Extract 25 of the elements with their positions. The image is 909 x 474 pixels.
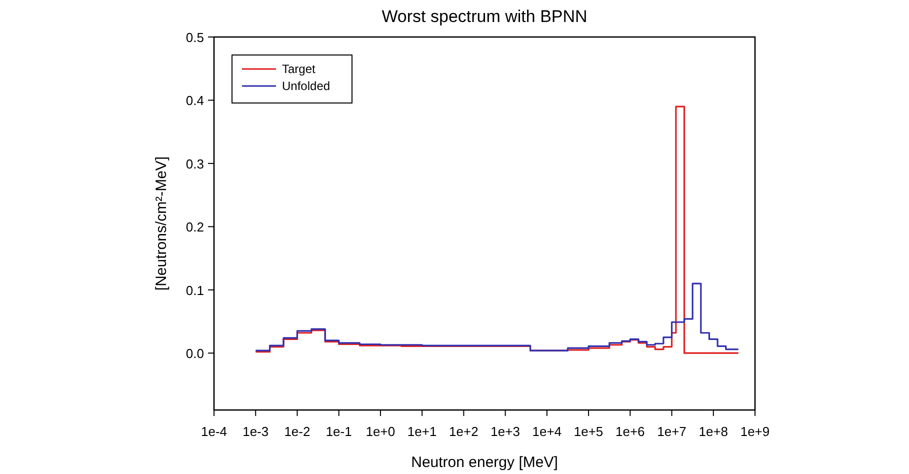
- x-axis-title: Neutron energy [MeV]: [411, 454, 558, 471]
- y-axis-title: [Neutrons/cm²-MeV]: [153, 156, 170, 291]
- x-tick-label: 1e+5: [574, 424, 604, 439]
- x-tick-label: 1e+8: [698, 424, 728, 439]
- legend-label: Target: [282, 62, 316, 76]
- chart-title: Worst spectrum with BPNN: [382, 7, 588, 26]
- x-tick-label: 1e+0: [366, 424, 396, 439]
- y-tick-label: 0.4: [186, 93, 204, 108]
- x-tick-label: 1e+3: [490, 424, 520, 439]
- legend-label: Unfolded: [282, 79, 330, 93]
- x-tick-label: 1e+9: [740, 424, 770, 439]
- y-tick-label: 0.5: [186, 30, 204, 45]
- x-tick-label: 1e-2: [284, 424, 310, 439]
- x-tick-label: 1e+1: [407, 424, 437, 439]
- x-tick-label: 1e+4: [532, 424, 562, 439]
- y-tick-label: 0.3: [186, 156, 204, 172]
- x-tick-label: 1e+7: [657, 424, 686, 439]
- y-tick-label: 0.2: [186, 220, 204, 235]
- y-tick-label: 0.0: [186, 346, 204, 362]
- x-tick-label: 1e+2: [449, 424, 478, 439]
- x-tick-label: 1e-4: [200, 424, 228, 439]
- x-tick-label: 1e-3: [242, 424, 269, 439]
- x-tick-label: 1e+6: [616, 424, 645, 439]
- x-tick-label: 1e-1: [326, 424, 352, 439]
- y-tick-label: 0.1: [186, 282, 204, 298]
